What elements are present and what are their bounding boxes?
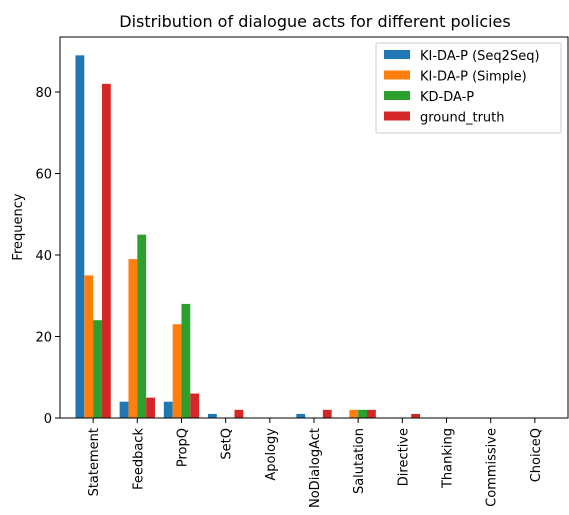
- legend-label: ground_truth: [420, 111, 505, 126]
- bar-ground_truth-NoDialogAct: [322, 409, 332, 418]
- y-axis-label: Frequency: [11, 193, 26, 260]
- x-tick-label-Thanking: Thanking: [441, 428, 456, 489]
- bar-KI-DA-P (Seq2Seq)-Feedback: [119, 401, 129, 418]
- x-tick-label-SetQ: SetQ: [220, 428, 235, 460]
- x-tick-label-Apology: Apology: [264, 428, 279, 481]
- x-axis-ticks: Statement Feedback PropQ SetQ Apology NoDialo…: [87, 418, 544, 508]
- y-tick-label: 0: [44, 412, 52, 427]
- bar-KI-DA-P (Seq2Seq)-Statement: [75, 55, 85, 419]
- legend-swatch: [384, 91, 410, 100]
- legend-swatch: [384, 50, 410, 59]
- x-tick-label-Commissive: Commissive: [485, 428, 500, 507]
- bar-KD-DA-P-Feedback: [137, 234, 147, 418]
- y-tick-label: 40: [35, 249, 52, 264]
- bar-ground_truth-Feedback: [146, 397, 155, 418]
- bar-ground_truth-Directive: [411, 413, 421, 418]
- bar-KD-DA-P-Salutation: [358, 409, 367, 418]
- legend-label: KD-DA-P: [420, 90, 474, 105]
- bar-KI-DA-P (Simple)-Statement: [84, 275, 94, 418]
- y-tick-label: 80: [35, 86, 52, 101]
- bar-KD-DA-P-PropQ: [181, 303, 191, 418]
- legend-box: [375, 42, 562, 134]
- legend-swatch: [384, 70, 410, 80]
- chart-title: Distribution of dialogue acts for differ…: [119, 12, 510, 31]
- legend-label: KI-DA-P (Seq2Seq): [420, 49, 540, 64]
- bar-KD-DA-P-Statement: [93, 320, 102, 418]
- bar-ground_truth-Salutation: [367, 409, 376, 418]
- legend-label: KI-DA-P (Simple): [420, 70, 527, 85]
- bar-KI-DA-P (Seq2Seq)-NoDialogAct: [296, 413, 306, 418]
- bars-group: [75, 55, 421, 419]
- y-tick-label: 60: [35, 168, 52, 183]
- legend: KI-DA-P (Seq2Seq) KI-DA-P (Simple) KD-DA-P…: [375, 42, 562, 134]
- plot-frame: [59, 36, 569, 419]
- bar-ground_truth-Statement: [101, 83, 111, 419]
- x-tick-label-Salutation: Salutation: [352, 428, 367, 494]
- bar-KI-DA-P (Seq2Seq)-SetQ: [207, 413, 217, 418]
- x-tick-label-NoDialogAct: NoDialogAct: [308, 428, 323, 508]
- y-axis-ticks: 0 20 40 60 80: [35, 86, 60, 427]
- bar-KI-DA-P (Simple)-Salutation: [349, 409, 359, 418]
- y-tick-label: 20: [35, 331, 52, 346]
- bar-KI-DA-P (Simple)-Feedback: [128, 259, 138, 418]
- x-tick-label-ChoiceQ: ChoiceQ: [529, 428, 544, 482]
- bar-KI-DA-P (Seq2Seq)-PropQ: [163, 401, 173, 418]
- x-tick-label-Feedback: Feedback: [131, 428, 146, 490]
- x-tick-label-Directive: Directive: [396, 428, 411, 486]
- bar-ground_truth-SetQ: [234, 409, 244, 418]
- x-tick-label-PropQ: PropQ: [176, 428, 191, 467]
- bar-KI-DA-P (Simple)-PropQ: [172, 324, 182, 418]
- bar-ground_truth-PropQ: [190, 393, 200, 418]
- legend-swatch: [384, 111, 410, 121]
- x-tick-label-Statement: Statement: [87, 428, 102, 496]
